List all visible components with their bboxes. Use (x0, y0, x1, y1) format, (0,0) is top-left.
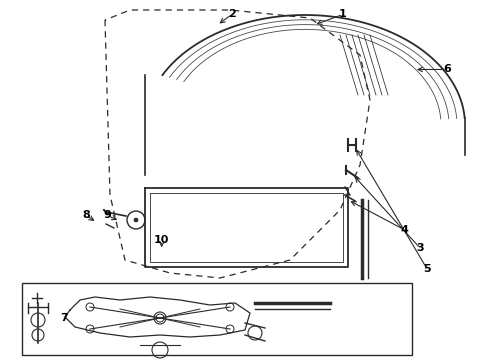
Text: 7: 7 (60, 313, 68, 323)
Text: 4: 4 (400, 225, 408, 235)
Text: 9: 9 (103, 210, 111, 220)
Circle shape (134, 218, 138, 222)
Text: 6: 6 (443, 64, 451, 75)
Text: 1: 1 (339, 9, 347, 19)
Text: 10: 10 (154, 235, 170, 246)
Text: 3: 3 (416, 243, 424, 253)
Text: 5: 5 (423, 264, 431, 274)
Text: 2: 2 (228, 9, 236, 19)
Text: 8: 8 (82, 210, 90, 220)
Bar (22, 283, 412, 355)
